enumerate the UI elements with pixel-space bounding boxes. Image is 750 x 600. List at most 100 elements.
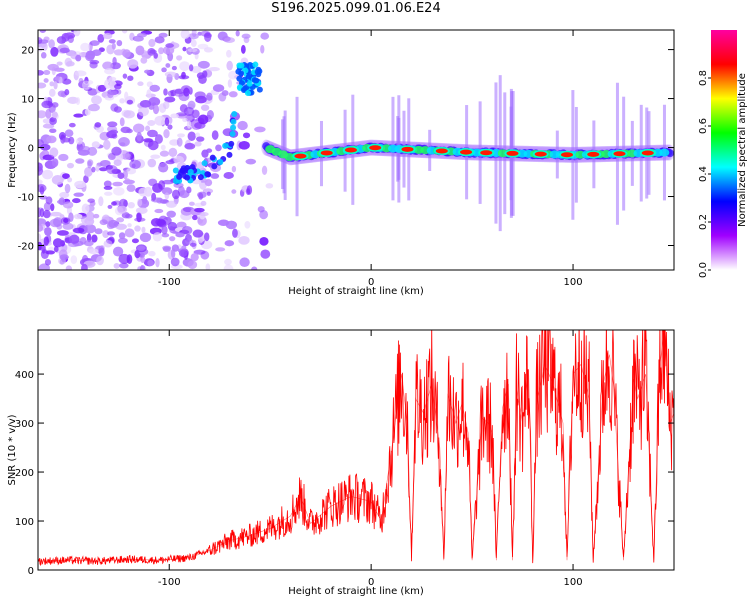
x-axis-label: Height of straight line (km) — [288, 586, 424, 597]
noise-blob — [94, 228, 103, 235]
noise-blob — [197, 43, 209, 50]
y-tick-label: 0 — [28, 144, 34, 155]
noise-blob — [126, 128, 133, 134]
noise-blob — [246, 185, 253, 195]
noise-blob — [244, 220, 251, 229]
noise-blob — [81, 203, 90, 214]
noise-blob — [136, 131, 142, 142]
noise-blob — [40, 143, 51, 151]
noise-blob — [98, 245, 105, 256]
noise-blob — [259, 236, 269, 246]
noise-blob — [65, 61, 75, 67]
onset-blob — [217, 158, 224, 165]
noise-blob — [251, 266, 258, 270]
noise-blob — [53, 246, 59, 253]
noise-blob — [226, 49, 232, 58]
noise-blob — [67, 96, 79, 104]
noise-blob — [59, 191, 70, 199]
noise-blob — [161, 225, 168, 235]
noise-blob — [51, 111, 58, 119]
noise-blob — [112, 181, 123, 187]
noise-blob — [38, 184, 47, 193]
noise-blob — [154, 36, 165, 44]
excursion-blob — [236, 75, 243, 82]
y-tick-label: 10 — [21, 95, 34, 106]
noise-blob — [123, 110, 135, 119]
onset-blob — [197, 174, 204, 181]
noise-blob — [160, 144, 166, 151]
noise-blob — [170, 113, 179, 119]
noise-blob — [42, 123, 55, 129]
noise-blob — [107, 231, 115, 236]
noise-blob — [194, 207, 205, 213]
noise-blob — [164, 71, 177, 78]
noise-blob — [68, 136, 75, 145]
noise-blob — [113, 159, 122, 167]
colorbar-tick-label: 0.2 — [698, 214, 709, 230]
noise-blob — [137, 198, 143, 207]
noise-blob — [228, 70, 238, 80]
noise-blob — [56, 230, 69, 236]
x-tick-label: -100 — [158, 277, 181, 288]
excursion-blob — [252, 61, 259, 68]
x-tick-label: 100 — [564, 277, 583, 288]
onset-blob — [181, 167, 188, 174]
noise-blob — [231, 165, 237, 173]
noise-blob — [154, 134, 163, 144]
noise-blob — [127, 201, 135, 209]
noise-blob — [102, 230, 110, 238]
noise-blob — [56, 61, 63, 66]
noise-blob — [121, 212, 130, 219]
noise-blob — [56, 36, 67, 44]
noise-blob — [57, 90, 66, 97]
colorbar-tick-label: 0.0 — [698, 262, 709, 278]
noise-blob — [206, 191, 211, 196]
noise-blob — [111, 201, 117, 206]
noise-blob — [51, 175, 64, 185]
noise-blob — [211, 130, 219, 140]
noise-blob — [49, 218, 61, 228]
noise-blob — [176, 55, 183, 61]
noise-blob — [170, 257, 180, 267]
noise-blob — [40, 249, 49, 260]
noise-blob — [202, 70, 208, 78]
x-axis-label: Height of straight line (km) — [288, 286, 424, 297]
noise-blob — [145, 125, 151, 132]
noise-blob — [118, 237, 128, 244]
y-tick-label: 300 — [15, 419, 34, 430]
noise-blob — [84, 224, 96, 234]
noise-blob — [167, 124, 173, 130]
noise-blob — [132, 123, 145, 134]
y-tick-label: -10 — [18, 193, 34, 204]
colorbar-tick-label: 0.6 — [698, 118, 709, 134]
noise-blob — [161, 67, 167, 73]
onset-blob — [211, 163, 218, 170]
noise-blob — [162, 245, 172, 251]
noise-blob — [225, 220, 237, 230]
noise-blob — [144, 69, 151, 74]
noise-blob — [66, 162, 75, 169]
noise-blob — [88, 103, 100, 112]
noise-blob — [67, 177, 73, 183]
noise-blob — [96, 255, 104, 266]
noise-blob — [147, 259, 154, 267]
noise-blob — [158, 162, 169, 173]
noise-blob — [72, 198, 81, 204]
hot-spot-core — [560, 152, 573, 158]
onset-blob — [184, 174, 191, 181]
excursion-blob — [238, 70, 245, 77]
noise-blob — [156, 197, 164, 204]
noise-blob — [73, 113, 84, 118]
noise-blob — [181, 245, 187, 251]
noise-blob — [165, 160, 176, 165]
noise-blob — [177, 133, 185, 138]
onset-blob — [230, 124, 237, 131]
noise-blob — [51, 158, 59, 168]
noise-blob — [88, 248, 99, 255]
hot-spot-core — [294, 153, 307, 159]
noise-blob — [127, 223, 132, 228]
noise-blob — [49, 147, 59, 158]
noise-blob — [102, 61, 114, 70]
hot-spot-core — [613, 151, 626, 157]
signal-mid — [659, 148, 670, 157]
